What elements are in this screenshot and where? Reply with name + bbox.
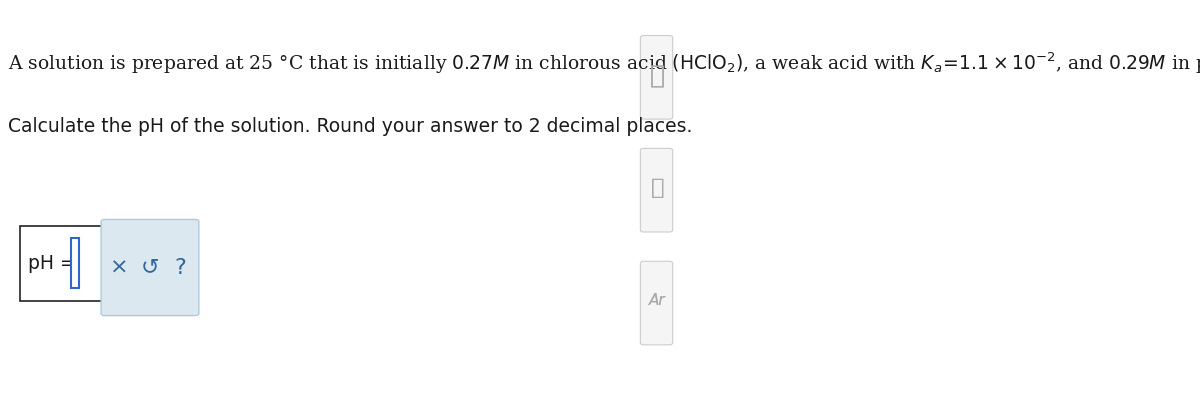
Text: Calculate the pH of the solution. Round your answer to 2 decimal places.: Calculate the pH of the solution. Round … bbox=[8, 117, 692, 136]
Text: ↺: ↺ bbox=[142, 257, 160, 278]
Text: 📊: 📊 bbox=[650, 178, 664, 198]
FancyBboxPatch shape bbox=[641, 261, 673, 345]
FancyBboxPatch shape bbox=[641, 36, 673, 119]
FancyBboxPatch shape bbox=[641, 148, 673, 232]
Text: Ar: Ar bbox=[649, 293, 666, 308]
Text: 📊: 📊 bbox=[650, 178, 664, 198]
FancyBboxPatch shape bbox=[71, 238, 79, 288]
Text: ?: ? bbox=[174, 257, 186, 278]
Text: pH =: pH = bbox=[29, 254, 82, 273]
FancyBboxPatch shape bbox=[20, 226, 108, 301]
Text: Ar: Ar bbox=[649, 293, 666, 308]
Text: ×: × bbox=[110, 257, 128, 278]
Text: A solution is prepared at 25 $\degree$C that is initially $0.27\mathit{M}$ in ch: A solution is prepared at 25 $\degree$C … bbox=[8, 50, 1200, 76]
FancyBboxPatch shape bbox=[101, 219, 199, 316]
Text: 🖩: 🖩 bbox=[649, 63, 665, 87]
Text: 🖩: 🖩 bbox=[649, 63, 665, 87]
